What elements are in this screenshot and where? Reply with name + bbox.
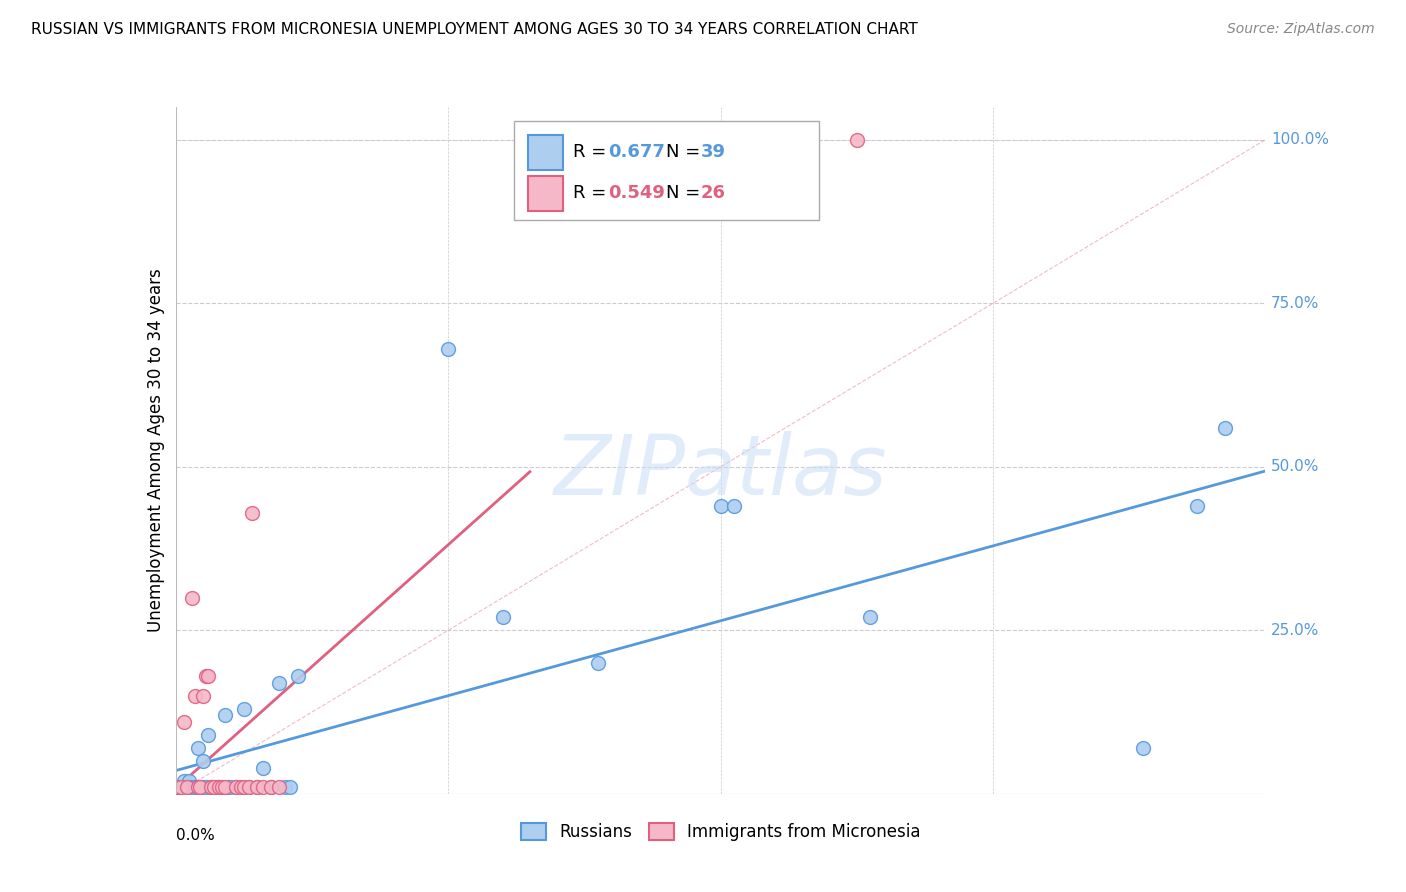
Point	[191, 780, 214, 795]
Point	[278, 780, 301, 795]
FancyBboxPatch shape	[527, 176, 562, 211]
Text: 0.0%: 0.0%	[176, 828, 215, 843]
Text: N =: N =	[666, 184, 706, 202]
Point	[225, 780, 247, 795]
Point	[188, 780, 211, 795]
Text: 0.677: 0.677	[609, 143, 665, 161]
Point	[269, 780, 291, 795]
Point	[200, 780, 222, 795]
Point	[252, 761, 274, 775]
Point	[845, 133, 868, 147]
Point	[586, 656, 609, 670]
Point	[723, 499, 745, 513]
Point	[269, 675, 291, 690]
Text: Source: ZipAtlas.com: Source: ZipAtlas.com	[1227, 22, 1375, 37]
Point	[179, 773, 201, 788]
Point	[186, 741, 209, 756]
Point	[176, 780, 198, 795]
Point	[170, 780, 193, 795]
Point	[238, 780, 260, 795]
Point	[176, 780, 198, 795]
Point	[181, 780, 204, 795]
Text: R =: R =	[574, 143, 613, 161]
Point	[208, 780, 231, 795]
Point	[194, 780, 217, 795]
Text: 100.0%: 100.0%	[1271, 132, 1329, 147]
Point	[165, 780, 187, 795]
Point	[1132, 741, 1154, 756]
Point	[240, 506, 263, 520]
Point	[181, 591, 204, 605]
Text: ZIPatlas: ZIPatlas	[554, 431, 887, 512]
Y-axis label: Unemployment Among Ages 30 to 34 years: Unemployment Among Ages 30 to 34 years	[146, 268, 165, 632]
Point	[232, 702, 254, 716]
Point	[205, 780, 228, 795]
Point	[194, 669, 217, 683]
Point	[184, 780, 207, 795]
Point	[184, 689, 207, 703]
Point	[225, 780, 247, 795]
Point	[287, 669, 309, 683]
Point	[200, 780, 222, 795]
Point	[188, 780, 211, 795]
Point	[1187, 499, 1209, 513]
Point	[219, 780, 242, 795]
Point	[186, 780, 209, 795]
Point	[260, 780, 283, 795]
Point	[492, 610, 515, 624]
Text: 26: 26	[702, 184, 725, 202]
Point	[238, 780, 260, 795]
FancyBboxPatch shape	[527, 135, 562, 170]
Point	[1213, 420, 1236, 434]
Point	[208, 780, 231, 795]
Point	[437, 342, 460, 356]
Point	[217, 780, 239, 795]
Text: 25.0%: 25.0%	[1271, 623, 1319, 638]
Point	[246, 780, 269, 795]
Text: 0.549: 0.549	[609, 184, 665, 202]
Point	[191, 754, 214, 768]
Point	[710, 499, 733, 513]
Text: 75.0%: 75.0%	[1271, 296, 1319, 310]
Text: 50.0%: 50.0%	[1271, 459, 1319, 475]
Point	[197, 728, 219, 742]
Point	[214, 780, 236, 795]
Point	[197, 669, 219, 683]
Text: RUSSIAN VS IMMIGRANTS FROM MICRONESIA UNEMPLOYMENT AMONG AGES 30 TO 34 YEARS COR: RUSSIAN VS IMMIGRANTS FROM MICRONESIA UN…	[31, 22, 918, 37]
Point	[202, 780, 225, 795]
Point	[274, 780, 297, 795]
Text: N =: N =	[666, 143, 706, 161]
Point	[211, 780, 233, 795]
Text: R =: R =	[574, 184, 613, 202]
Legend: Russians, Immigrants from Micronesia: Russians, Immigrants from Micronesia	[515, 816, 927, 847]
Point	[232, 780, 254, 795]
Text: 39: 39	[702, 143, 725, 161]
Point	[173, 714, 195, 729]
Point	[165, 780, 187, 795]
Point	[246, 780, 269, 795]
Point	[170, 780, 193, 795]
Point	[252, 780, 274, 795]
FancyBboxPatch shape	[513, 120, 818, 220]
Point	[173, 773, 195, 788]
Point	[859, 610, 882, 624]
Point	[214, 708, 236, 723]
Point	[191, 689, 214, 703]
Point	[231, 780, 253, 795]
Point	[260, 780, 283, 795]
Point	[186, 780, 209, 795]
